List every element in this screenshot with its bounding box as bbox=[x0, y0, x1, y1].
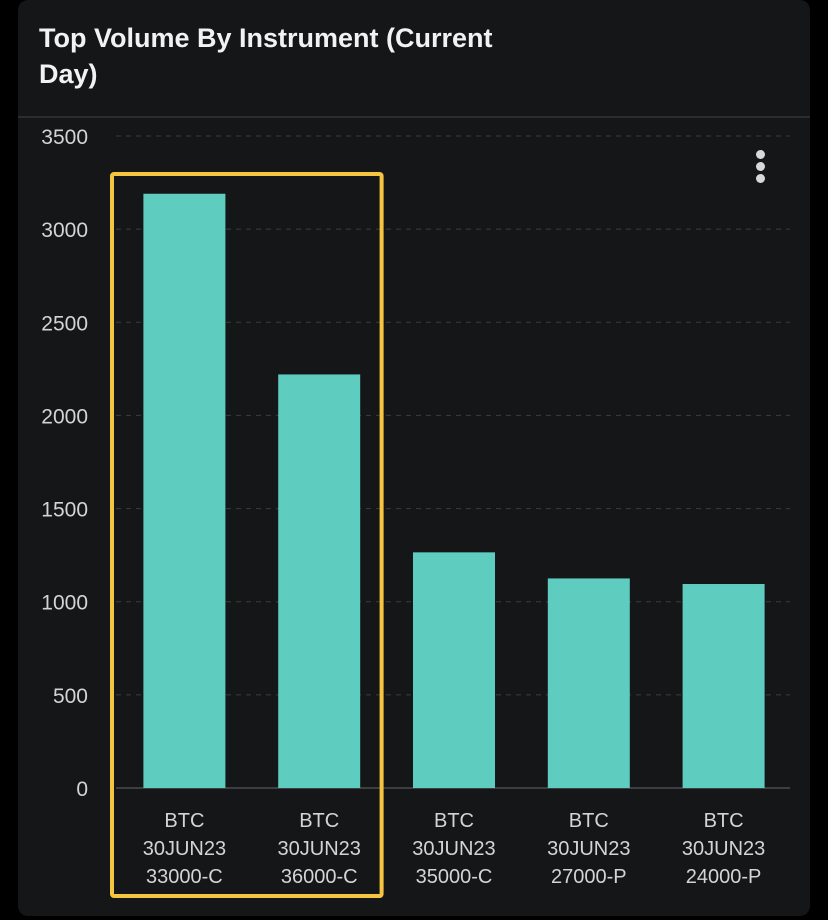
x-tick-label: 35000-C bbox=[416, 866, 493, 888]
x-tick-label: 33000-C bbox=[146, 866, 223, 888]
x-tick-label: 30JUN23 bbox=[547, 838, 630, 860]
y-tick-label: 2500 bbox=[41, 312, 88, 335]
y-tick-label: 3500 bbox=[41, 126, 88, 149]
y-tick-label: 2000 bbox=[41, 405, 88, 428]
x-tick-label: 30JUN23 bbox=[412, 838, 495, 860]
x-tick-label: BTC bbox=[569, 810, 609, 832]
bar bbox=[278, 374, 361, 788]
page-title: Top Volume By Instrument (Current Day) bbox=[39, 23, 493, 89]
x-tick-label: BTC bbox=[164, 810, 204, 832]
menu-dot bbox=[756, 162, 765, 171]
x-tick-label: 30JUN23 bbox=[682, 838, 765, 860]
chart-card: Top Volume By Instrument (Current Day) 0… bbox=[18, 0, 810, 916]
x-tick-label: 27000-P bbox=[551, 866, 627, 888]
y-tick-label: 0 bbox=[76, 778, 88, 801]
menu-dot bbox=[756, 150, 765, 159]
menu-dot bbox=[756, 174, 765, 183]
bar bbox=[547, 578, 630, 788]
x-tick-label: 36000-C bbox=[281, 866, 358, 888]
highlight-box bbox=[110, 172, 384, 898]
card-header: Top Volume By Instrument (Current Day) bbox=[18, 0, 810, 118]
x-tick-label: 24000-P bbox=[686, 866, 762, 888]
bar bbox=[143, 193, 226, 789]
more-vertical-icon[interactable] bbox=[752, 150, 770, 184]
y-tick-label: 3000 bbox=[41, 219, 88, 242]
x-tick-label: BTC bbox=[704, 810, 744, 832]
x-tick-label: BTC bbox=[299, 810, 339, 832]
y-tick-label: 1000 bbox=[41, 592, 88, 615]
x-tick-label: 30JUN23 bbox=[278, 838, 361, 860]
x-tick-label: BTC bbox=[434, 810, 474, 832]
x-tick-label: 30JUN23 bbox=[143, 838, 226, 860]
y-tick-label: 500 bbox=[53, 685, 88, 708]
bar-chart: 0 500 1000 1500 2000 2500 3000 3500 BTC 30JUN23 33… bbox=[41, 126, 790, 898]
bar bbox=[413, 552, 495, 788]
y-tick-label: 1500 bbox=[41, 499, 88, 522]
bar bbox=[682, 584, 765, 788]
